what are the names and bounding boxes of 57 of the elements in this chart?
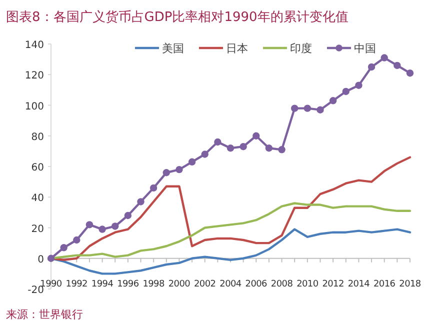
point bbox=[150, 184, 158, 192]
y-tick-label: 80 bbox=[31, 132, 44, 143]
point bbox=[124, 212, 132, 220]
x-tick-label: 2014 bbox=[348, 279, 370, 290]
legend-label: 日本 bbox=[226, 42, 248, 55]
y-tick-label: 20 bbox=[31, 224, 44, 235]
point bbox=[240, 142, 247, 150]
point bbox=[355, 82, 362, 89]
point bbox=[86, 221, 94, 228]
x-tick-label: 2012 bbox=[322, 279, 344, 290]
point bbox=[214, 138, 222, 146]
x-tick-label: 2018 bbox=[399, 279, 422, 290]
x-tick-label: 2004 bbox=[220, 279, 242, 290]
x-tick-label: 1992 bbox=[66, 279, 88, 290]
source-note: 来源：世界银行 bbox=[6, 308, 83, 321]
x-tick-label: 2010 bbox=[296, 279, 319, 290]
point bbox=[112, 222, 119, 230]
point bbox=[394, 62, 401, 70]
x-tick-label: 2000 bbox=[168, 279, 191, 290]
x-tick-label: 2008 bbox=[270, 279, 294, 290]
point bbox=[176, 166, 183, 174]
point bbox=[137, 198, 144, 206]
legend-label: 印度 bbox=[290, 42, 312, 55]
legend-label: 美国 bbox=[162, 42, 184, 55]
y-tick-label: 100 bbox=[24, 101, 44, 112]
point bbox=[304, 104, 312, 112]
legend-label: 中国 bbox=[354, 42, 376, 55]
point bbox=[265, 144, 273, 152]
point bbox=[98, 226, 106, 233]
point bbox=[60, 244, 68, 252]
x-tick-label: 1998 bbox=[142, 279, 165, 290]
point bbox=[368, 63, 376, 71]
point bbox=[329, 97, 337, 104]
y-tick-label: 0 bbox=[38, 254, 44, 266]
point bbox=[252, 132, 260, 140]
point bbox=[278, 146, 286, 154]
point bbox=[291, 104, 298, 112]
y-tick-label: 140 bbox=[24, 40, 44, 51]
x-tick-label: 2016 bbox=[374, 279, 396, 290]
x-tick-label: 1996 bbox=[117, 279, 140, 290]
x-tick-label: 1994 bbox=[91, 279, 114, 290]
point bbox=[162, 169, 170, 176]
point bbox=[380, 54, 388, 62]
point bbox=[316, 106, 324, 114]
point bbox=[226, 144, 234, 152]
point bbox=[342, 88, 350, 96]
y-tick-label: 40 bbox=[31, 193, 44, 204]
x-tick-label: 2002 bbox=[194, 279, 216, 290]
point bbox=[188, 158, 196, 166]
chart-title: 图表8：各国广义货币占GDP比率相对1990年的累计变化值 bbox=[6, 9, 348, 25]
point bbox=[406, 69, 414, 77]
point bbox=[73, 236, 80, 244]
y-tick-label: 60 bbox=[31, 162, 44, 174]
y-tick-label: -20 bbox=[28, 285, 44, 296]
y-tick-label: 120 bbox=[24, 70, 44, 82]
x-tick-label: 2006 bbox=[245, 279, 268, 290]
point bbox=[201, 150, 208, 158]
